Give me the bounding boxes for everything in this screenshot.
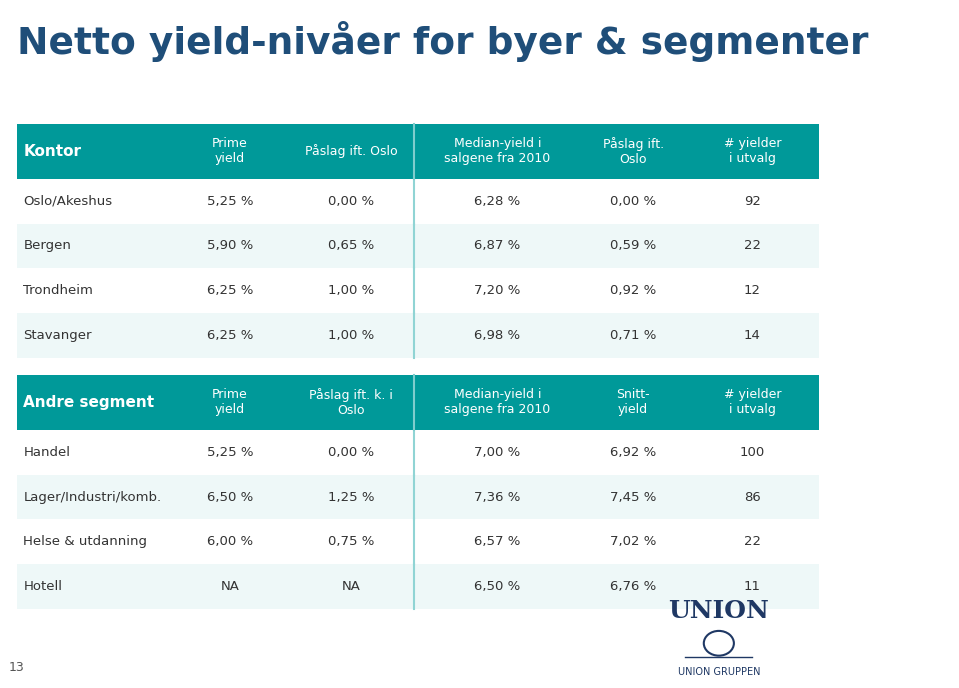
Text: 12: 12 <box>744 284 760 297</box>
Text: 1,25 %: 1,25 % <box>328 491 374 504</box>
Text: 6,50 %: 6,50 % <box>207 491 253 504</box>
Text: Påslag ift.
Oslo: Påslag ift. Oslo <box>602 137 664 166</box>
Text: 0,75 %: 0,75 % <box>328 535 374 548</box>
Bar <box>16 475 819 519</box>
Text: Påslag ift. k. i
Oslo: Påslag ift. k. i Oslo <box>309 388 393 417</box>
Bar <box>16 179 819 224</box>
Bar <box>16 224 819 268</box>
Text: Oslo/Akeshus: Oslo/Akeshus <box>23 195 112 208</box>
Text: Netto yield-nivåer for byer & segmenter: Netto yield-nivåer for byer & segmenter <box>16 21 868 62</box>
Text: 6,28 %: 6,28 % <box>474 195 521 208</box>
Text: Bergen: Bergen <box>23 239 71 252</box>
Text: 6,87 %: 6,87 % <box>474 239 521 252</box>
Text: Stavanger: Stavanger <box>23 329 92 342</box>
Text: Kontor: Kontor <box>23 144 82 159</box>
Text: 5,25 %: 5,25 % <box>206 446 253 459</box>
Text: 0,65 %: 0,65 % <box>328 239 374 252</box>
Text: 22: 22 <box>744 239 760 252</box>
Text: 6,76 %: 6,76 % <box>610 580 656 593</box>
Text: Prime
yield: Prime yield <box>212 389 247 416</box>
Text: 1,00 %: 1,00 % <box>328 329 374 342</box>
Text: 7,00 %: 7,00 % <box>474 446 521 459</box>
Text: 7,02 %: 7,02 % <box>610 535 656 548</box>
Text: Median-yield i
salgene fra 2010: Median-yield i salgene fra 2010 <box>444 138 550 165</box>
Text: 5,90 %: 5,90 % <box>207 239 253 252</box>
Bar <box>16 124 819 179</box>
Bar <box>16 375 819 430</box>
Text: Hotell: Hotell <box>23 580 62 593</box>
Text: 22: 22 <box>744 535 760 548</box>
Text: 6,92 %: 6,92 % <box>610 446 656 459</box>
Text: 0,00 %: 0,00 % <box>328 195 374 208</box>
Text: 0,92 %: 0,92 % <box>610 284 656 297</box>
Text: 6,25 %: 6,25 % <box>207 284 253 297</box>
Text: 6,50 %: 6,50 % <box>474 580 521 593</box>
Text: 1,00 %: 1,00 % <box>328 284 374 297</box>
Bar <box>16 519 819 564</box>
Text: Prime
yield: Prime yield <box>212 138 247 165</box>
Text: 0,59 %: 0,59 % <box>610 239 656 252</box>
Text: 14: 14 <box>744 329 760 342</box>
Text: 6,25 %: 6,25 % <box>207 329 253 342</box>
Text: NA: NA <box>341 580 361 593</box>
Text: Snitt-
yield: Snitt- yield <box>617 389 650 416</box>
Text: 0,71 %: 0,71 % <box>610 329 656 342</box>
Text: Helse & utdanning: Helse & utdanning <box>23 535 148 548</box>
Bar <box>16 313 819 358</box>
Text: 6,98 %: 6,98 % <box>475 329 521 342</box>
Text: 100: 100 <box>739 446 765 459</box>
Text: Andre segment: Andre segment <box>23 395 154 410</box>
Bar <box>16 268 819 313</box>
Bar <box>16 430 819 475</box>
Text: Lager/Industri/komb.: Lager/Industri/komb. <box>23 491 161 504</box>
Text: 13: 13 <box>9 661 24 674</box>
Text: 6,57 %: 6,57 % <box>474 535 521 548</box>
Text: 86: 86 <box>744 491 760 504</box>
Text: UNION GRUPPEN: UNION GRUPPEN <box>678 667 760 678</box>
Text: Trondheim: Trondheim <box>23 284 93 297</box>
Text: Påslag ift. Oslo: Påslag ift. Oslo <box>305 144 397 158</box>
Text: 6,00 %: 6,00 % <box>207 535 253 548</box>
Text: # yielder
i utvalg: # yielder i utvalg <box>723 138 781 165</box>
Text: NA: NA <box>221 580 240 593</box>
Text: 11: 11 <box>744 580 760 593</box>
Text: 92: 92 <box>744 195 760 208</box>
Text: UNION: UNION <box>668 599 769 623</box>
Text: 0,00 %: 0,00 % <box>328 446 374 459</box>
Bar <box>16 564 819 609</box>
Text: 5,25 %: 5,25 % <box>206 195 253 208</box>
Text: # yielder
i utvalg: # yielder i utvalg <box>723 389 781 416</box>
Text: 0,00 %: 0,00 % <box>610 195 656 208</box>
Text: 7,36 %: 7,36 % <box>474 491 521 504</box>
Text: Median-yield i
salgene fra 2010: Median-yield i salgene fra 2010 <box>444 389 550 416</box>
Text: 7,20 %: 7,20 % <box>474 284 521 297</box>
Text: 7,45 %: 7,45 % <box>610 491 656 504</box>
Text: Handel: Handel <box>23 446 70 459</box>
